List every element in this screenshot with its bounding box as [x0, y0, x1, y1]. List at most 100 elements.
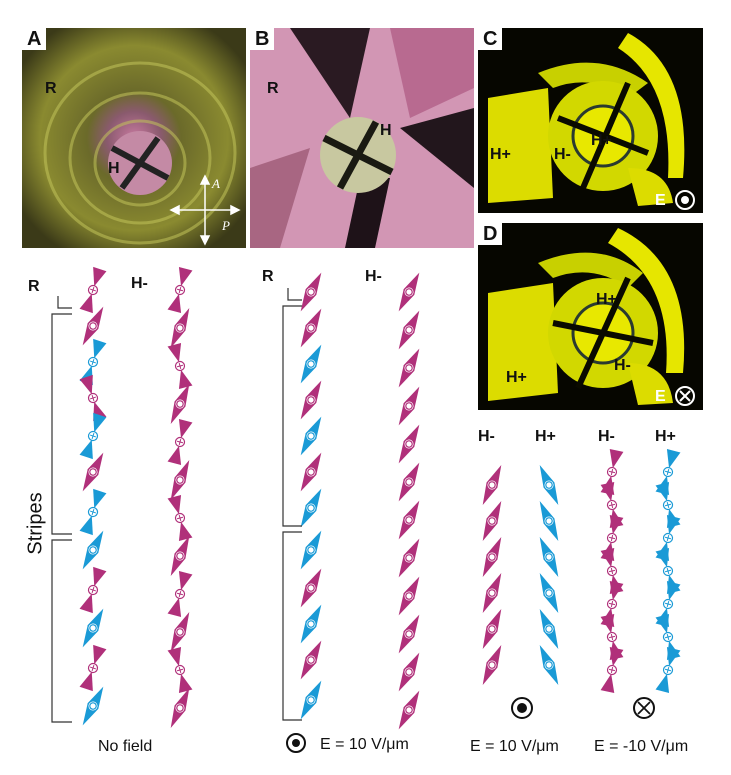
molecule-icon — [170, 460, 190, 500]
stripe-brackets — [51, 288, 302, 723]
molecule-icon — [79, 566, 107, 614]
panel-a: A R H A P — [22, 28, 246, 248]
molecule-icon — [167, 570, 193, 618]
domain-h-minus-label: H- — [614, 357, 631, 374]
molecule-icon — [300, 488, 322, 528]
region-r-label: R — [45, 80, 57, 97]
right-h-plus-header: H+ — [655, 428, 676, 445]
molecule-icon — [167, 494, 193, 542]
field-out-of-page-icon — [511, 697, 533, 719]
molecule-icon — [79, 644, 107, 692]
molecule-icon — [82, 686, 104, 726]
molecule-icon — [300, 530, 322, 570]
molecule-icon — [398, 272, 420, 312]
molecule-icon — [482, 609, 502, 649]
molecule-icon — [539, 609, 559, 649]
molecule-icon — [482, 573, 502, 613]
right-h-minus-header: H- — [478, 428, 495, 445]
molecule-icon — [398, 576, 420, 616]
molecule-icon — [398, 614, 420, 654]
molecule-icon — [398, 310, 420, 350]
molecule-icon — [539, 501, 559, 541]
molecule-icon — [300, 640, 322, 680]
domain-h-plus-label: H+ — [596, 291, 617, 308]
molecule-icon — [539, 465, 559, 505]
field-caption: E = 10 V/μm — [320, 736, 409, 753]
polarizer-label: P — [222, 218, 230, 233]
right-h-minus-header: H- — [598, 428, 615, 445]
panel-c-texture — [478, 28, 703, 213]
molecule-icon — [167, 342, 193, 390]
molecule-icon — [170, 688, 190, 728]
molecule-icon — [398, 386, 420, 426]
molecule-icon — [655, 646, 681, 694]
molecule-icon — [482, 537, 502, 577]
molecule-icon — [539, 537, 559, 577]
molecule-icon — [79, 412, 107, 460]
molecule-icon — [539, 573, 559, 613]
molecule-icon — [167, 266, 193, 314]
molecule-icon — [300, 680, 322, 720]
analyzer-label: A — [212, 176, 220, 191]
molecule-icon — [300, 344, 322, 384]
panel-d: D H+ H- H+ E — [478, 223, 703, 410]
molecule-icon — [600, 647, 624, 693]
panel-d-texture — [478, 223, 703, 410]
molecule-icon — [482, 465, 502, 505]
field-into-page-icon — [633, 697, 655, 719]
molecule-icon — [79, 266, 107, 314]
panel-label: C — [478, 28, 503, 50]
right-h-plus-header: H+ — [535, 428, 556, 445]
field-e-label: E — [655, 388, 666, 405]
domain-h-minus-label: H- — [554, 146, 571, 163]
domain-h-plus-label: H+ — [490, 146, 511, 163]
molecule-icon — [170, 612, 190, 652]
polarizer-axes — [169, 174, 241, 246]
molecule-icon — [482, 645, 502, 685]
region-h-label: H — [380, 122, 392, 139]
molecule-icon — [398, 424, 420, 464]
molecule-icon — [170, 536, 190, 576]
panel-b-texture — [250, 28, 474, 248]
molecule-icon — [170, 384, 190, 424]
stripes-label: Stripes — [24, 492, 47, 555]
field-into-page-icon — [675, 386, 695, 406]
molecule-icon — [79, 374, 107, 422]
region-h-label: H — [108, 160, 120, 177]
molecule-icon — [170, 308, 190, 348]
molecule-icon — [398, 652, 420, 692]
field-out-of-page-icon — [675, 190, 695, 210]
domain-h-plus-label: H+ — [591, 132, 612, 149]
mid-h-minus-header: H- — [365, 268, 382, 285]
molecule-icon — [398, 500, 420, 540]
field-e-label: E — [655, 192, 666, 209]
molecule-icon — [300, 604, 322, 644]
molecule-icon — [79, 488, 107, 536]
molecule-icon — [539, 645, 559, 685]
field-caption: E = 10 V/μm — [470, 738, 559, 755]
region-r-label: R — [267, 80, 279, 97]
field-caption: E = -10 V/μm — [594, 738, 689, 755]
panel-a-texture — [22, 28, 246, 248]
domain-h-plus-label: H+ — [506, 369, 527, 386]
molecule-icon — [300, 452, 322, 492]
molecule-icon — [398, 348, 420, 388]
molecule-icon — [82, 608, 104, 648]
molecule-icon — [300, 308, 322, 348]
left-h-minus-header: H- — [131, 275, 148, 292]
molecule-icon — [300, 380, 322, 420]
molecule-icon — [300, 416, 322, 456]
molecule-icon — [655, 580, 681, 628]
molecule-icon — [167, 418, 193, 466]
molecule-icon — [482, 501, 502, 541]
molecule-icon — [82, 306, 104, 346]
panel-label: A — [22, 28, 47, 50]
panel-b: B R H — [250, 28, 474, 248]
molecule-icon — [398, 462, 420, 502]
molecule-icon — [82, 530, 104, 570]
mid-r-header: R — [262, 268, 274, 285]
molecule-icon — [398, 538, 420, 578]
panel-label: B — [250, 28, 275, 50]
molecule-icon — [300, 272, 322, 312]
molecule-icon — [167, 646, 193, 694]
